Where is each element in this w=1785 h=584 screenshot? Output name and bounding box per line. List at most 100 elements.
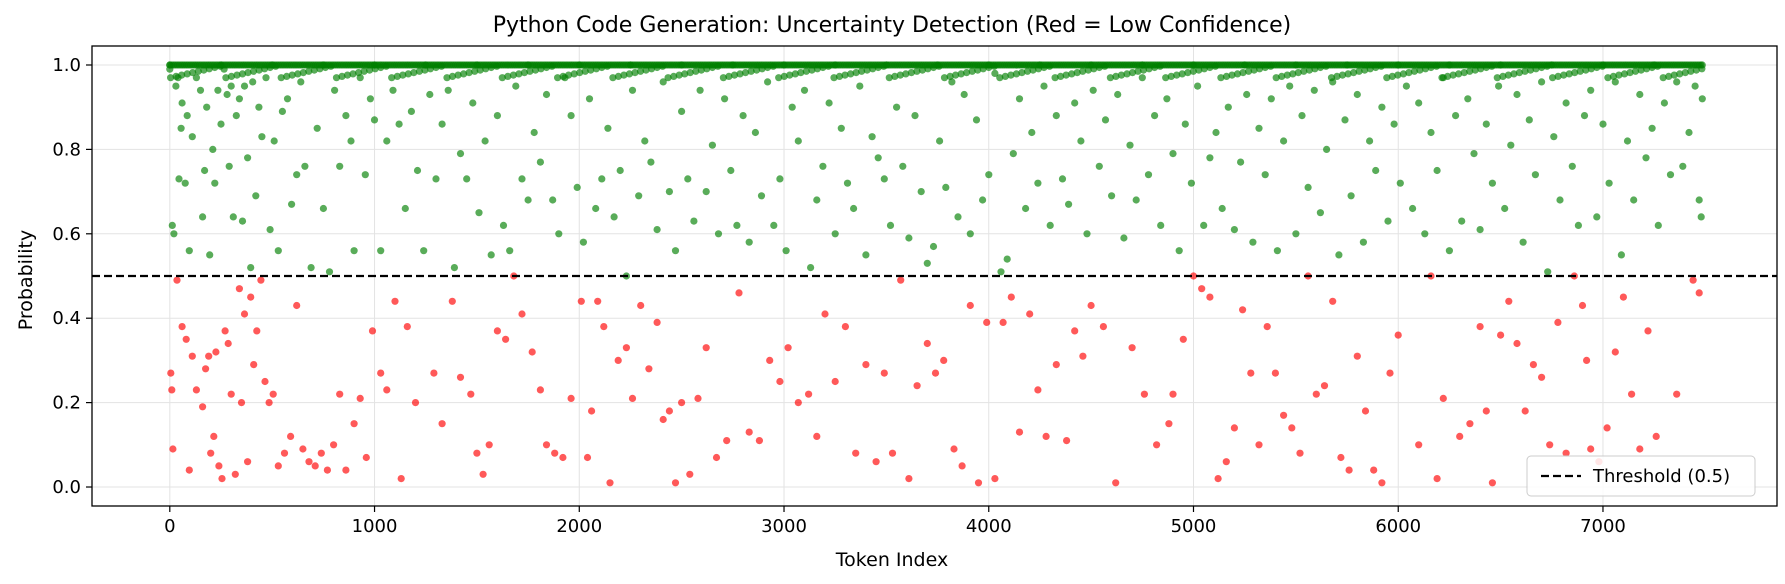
high-confidence-point (647, 158, 655, 166)
low-confidence-point (653, 318, 661, 326)
high-confidence-point (664, 74, 672, 82)
low-confidence-point (1296, 449, 1304, 457)
high-confidence-point (1538, 78, 1546, 86)
high-confidence-point (776, 175, 784, 183)
high-confidence-point (653, 226, 661, 234)
low-confidence-point (479, 470, 487, 478)
low-confidence-point (888, 449, 897, 457)
x-tick-label: 1000 (352, 516, 398, 537)
high-confidence-point (1648, 124, 1656, 132)
high-confidence-point (1333, 72, 1341, 80)
low-confidence-point (430, 369, 438, 377)
low-confidence-point (1206, 293, 1214, 301)
low-confidence-point (1378, 479, 1386, 487)
high-confidence-point (1272, 74, 1280, 82)
high-confidence-point (1001, 72, 1009, 80)
low-confidence-point (210, 432, 218, 440)
low-confidence-point (831, 377, 839, 386)
high-confidence-point (249, 78, 257, 86)
high-confidence-point (819, 162, 827, 170)
high-confidence-point (520, 69, 529, 77)
low-confidence-point (448, 297, 456, 305)
high-confidence-point (336, 162, 344, 170)
high-confidence-point (170, 230, 178, 238)
high-confidence-point (690, 217, 698, 225)
low-confidence-point (805, 390, 813, 398)
high-confidence-point (620, 71, 628, 79)
high-confidence-point (991, 69, 999, 77)
high-confidence-point (714, 230, 723, 238)
low-confidence-point (1007, 293, 1015, 301)
low-confidence-point (880, 369, 888, 377)
low-confidence-point (311, 462, 319, 470)
low-confidence-point (212, 348, 220, 356)
x-tick-label: 0 (164, 516, 175, 537)
high-confidence-point (1200, 221, 1208, 229)
high-confidence-point (181, 179, 189, 187)
low-confidence-point (485, 441, 493, 449)
y-tick-label: 1.0 (52, 55, 81, 76)
high-confidence-point (1316, 209, 1324, 217)
high-confidence-point (432, 175, 440, 183)
high-confidence-point (206, 251, 214, 259)
high-confidence-point (852, 69, 860, 77)
high-confidence-point (1003, 255, 1011, 263)
high-confidence-point (370, 116, 379, 124)
high-confidence-point (1294, 69, 1302, 77)
high-confidence-point (1519, 238, 1527, 246)
high-confidence-point (238, 217, 247, 225)
low-confidence-point (518, 310, 526, 318)
high-confidence-point (1695, 196, 1703, 204)
high-confidence-point (899, 162, 907, 170)
high-confidence-point (592, 204, 600, 213)
low-confidence-point (659, 415, 667, 424)
high-confidence-point (1163, 95, 1171, 103)
low-confidence-point (1521, 407, 1529, 415)
high-confidence-point (244, 154, 252, 162)
high-confidence-point (448, 72, 457, 80)
high-confidence-point (1681, 69, 1689, 77)
high-confidence-point (1243, 90, 1251, 99)
high-confidence-point (1482, 120, 1490, 128)
high-confidence-point (782, 247, 790, 255)
high-confidence-point (1217, 74, 1225, 82)
high-confidence-point (979, 196, 987, 204)
high-confidence-point (609, 74, 617, 82)
high-confidence-point (1077, 137, 1085, 145)
high-confidence-point (1173, 71, 1181, 79)
high-confidence-point (727, 166, 735, 175)
high-confidence-point (1495, 82, 1503, 90)
low-confidence-point (958, 462, 966, 470)
high-confidence-point (1230, 226, 1238, 234)
high-confidence-point (499, 221, 508, 229)
low-confidence-point (368, 327, 377, 335)
high-confidence-point (172, 72, 180, 80)
high-confidence-point (1022, 204, 1030, 213)
low-confidence-point (362, 453, 370, 462)
high-confidence-point (794, 137, 802, 145)
low-confidence-point (983, 318, 991, 326)
low-confidence-point (1198, 285, 1206, 293)
low-confidence-point (1169, 390, 1177, 398)
low-confidence-point (178, 323, 186, 331)
high-confidence-point (1521, 67, 1529, 75)
high-confidence-point (524, 196, 532, 204)
high-confidence-point (1501, 204, 1509, 213)
high-confidence-point (1488, 179, 1496, 187)
low-confidence-point (1230, 424, 1238, 432)
low-confidence-point (1222, 458, 1230, 466)
high-confidence-point (244, 69, 252, 77)
high-confidence-point (1239, 69, 1247, 77)
high-confidence-point (526, 67, 534, 75)
high-confidence-point (802, 67, 810, 75)
high-confidence-point (1687, 67, 1695, 75)
low-confidence-point (1466, 420, 1474, 428)
high-confidence-point (1012, 70, 1021, 78)
high-confidence-point (850, 204, 858, 213)
high-confidence-point (670, 72, 678, 80)
axis-ticks: 0 1000 2000 3000 4000 5000 6000 7000 0.0 0.2 0.4 0.… (52, 55, 1626, 537)
high-confidence-point (209, 145, 217, 153)
low-confidence-point (872, 458, 880, 466)
high-confidence-point (262, 74, 270, 82)
low-confidence-point (821, 310, 829, 318)
